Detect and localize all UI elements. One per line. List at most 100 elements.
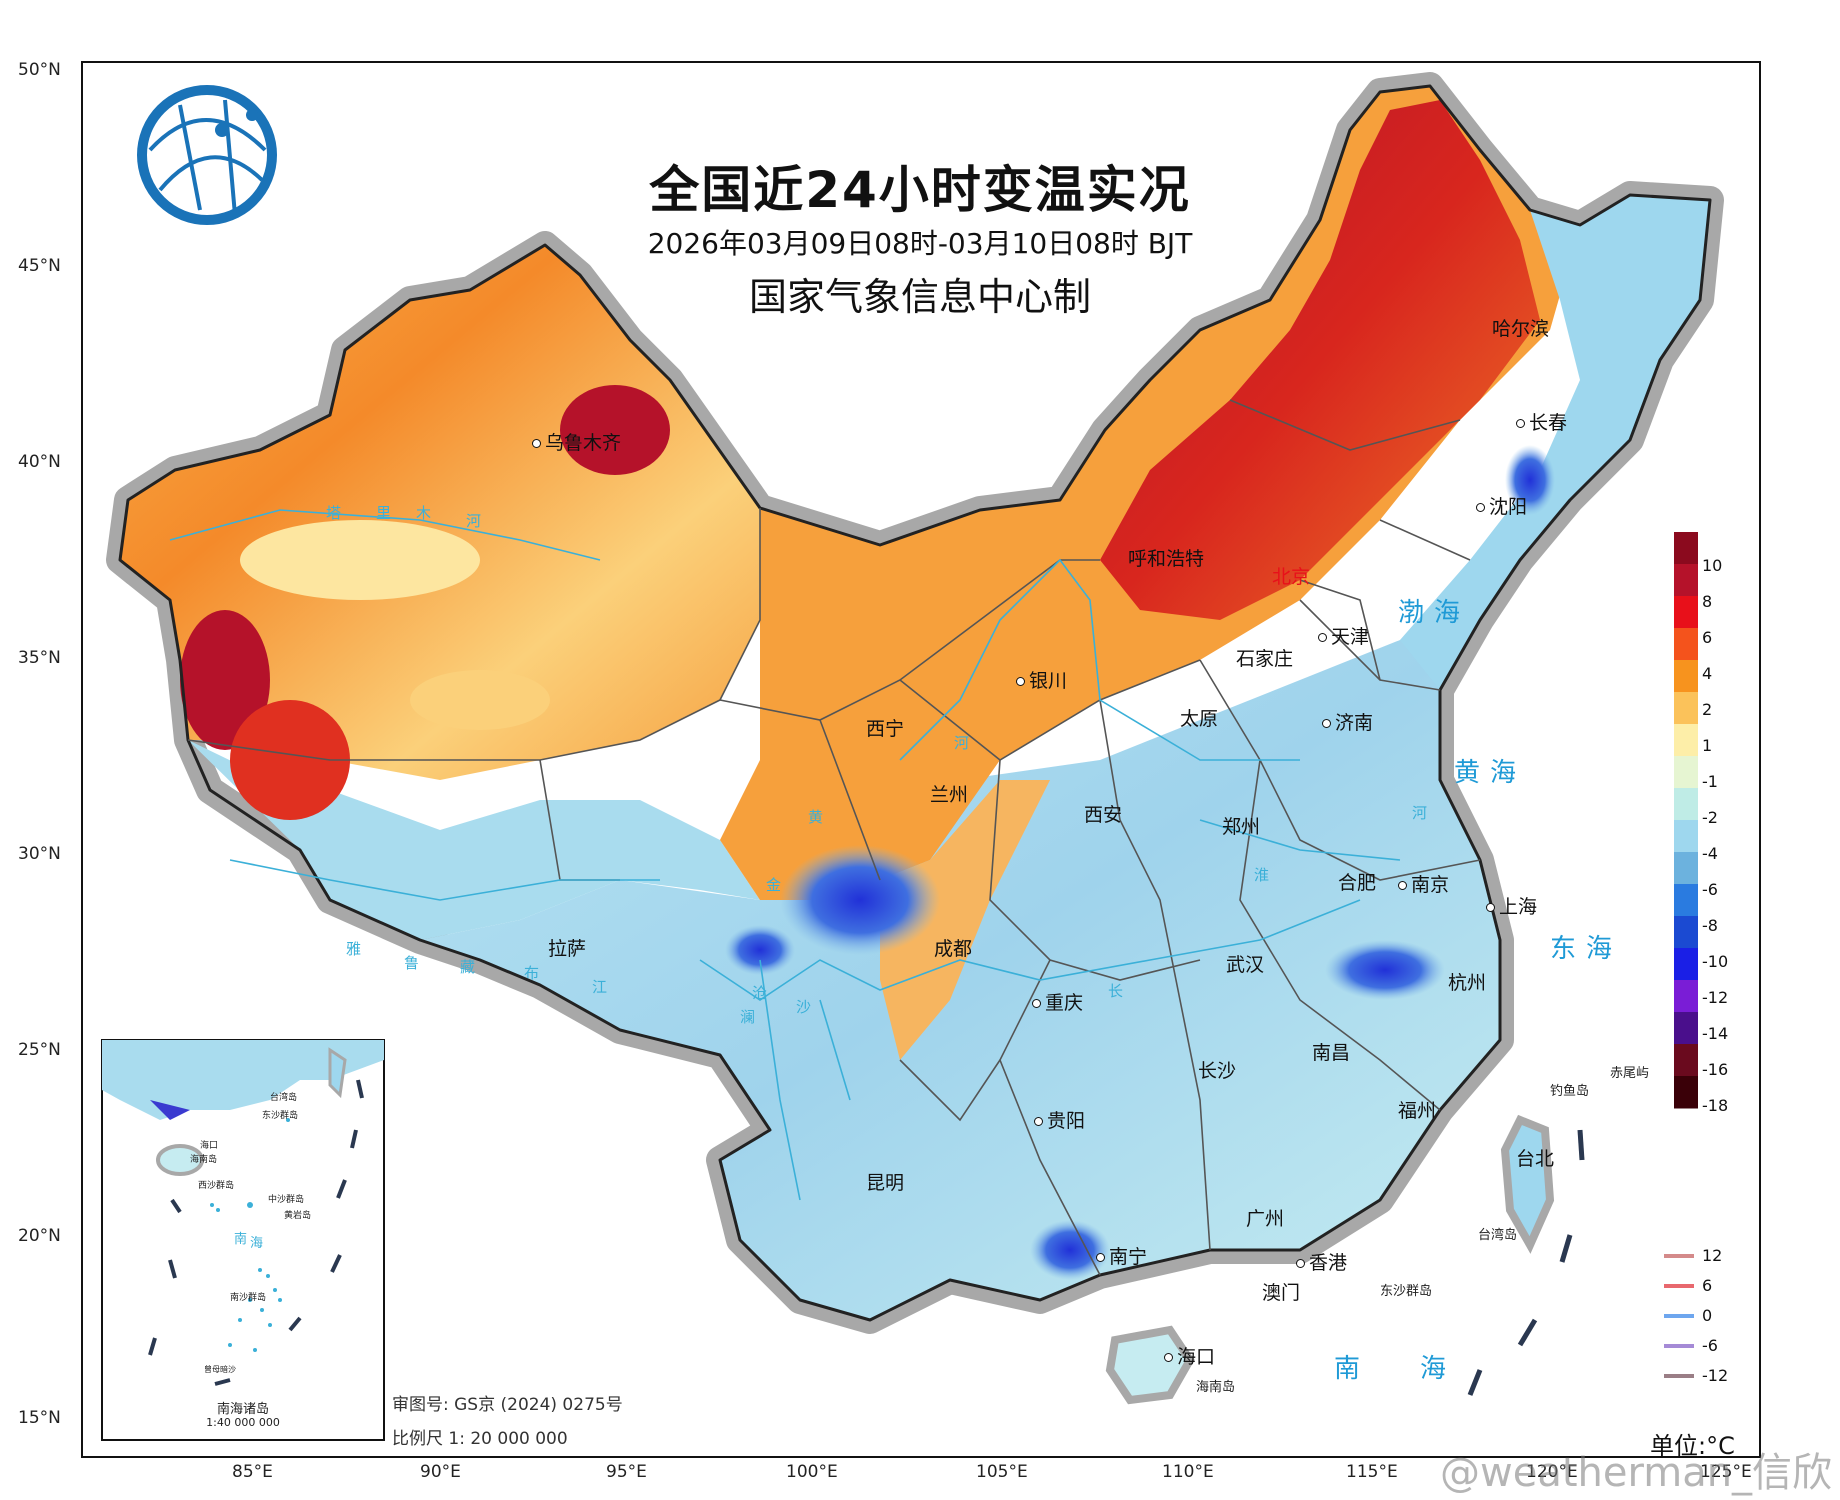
- city-label: 长春: [1516, 408, 1567, 435]
- legend-label: -8: [1702, 916, 1718, 935]
- lat-label: 25°N: [18, 1040, 61, 1060]
- river-label: 藏: [460, 958, 476, 976]
- hot-spot-urumqi: [560, 385, 670, 475]
- river-label: 河: [466, 512, 482, 530]
- contour-legend-label: 0: [1702, 1306, 1713, 1325]
- inset-label: 黄岩岛: [284, 1211, 312, 1221]
- lon-label: 110°E: [1162, 1462, 1214, 1482]
- inset-label: 南沙群岛: [230, 1293, 267, 1303]
- legend-swatch: [1674, 692, 1698, 725]
- legend-label: 8: [1702, 592, 1713, 611]
- cold-core-western-sichuan: [780, 845, 940, 955]
- city-label: 南京: [1398, 870, 1449, 897]
- inset-islands: [210, 1118, 290, 1352]
- city-label: 乌鲁木齐: [532, 428, 621, 455]
- lat-label: 40°N: [18, 452, 61, 472]
- river-label: 淮: [1254, 866, 1270, 884]
- rivers: [169, 509, 1401, 1201]
- legend-swatch: [1674, 788, 1698, 821]
- province-borders: [187, 399, 1481, 1276]
- island-label: 赤尾屿: [1610, 1066, 1650, 1081]
- unit-label: 单位:°C: [1650, 1432, 1735, 1460]
- city-label: 福州: [1398, 1100, 1437, 1122]
- island-label: 钓鱼岛: [1550, 1084, 1590, 1099]
- legend-swatch: [1674, 532, 1698, 565]
- sea-label: 东海: [1550, 934, 1623, 964]
- river-label: 河: [954, 734, 970, 752]
- river-label: 金: [766, 876, 782, 894]
- river-label: 木: [416, 504, 432, 522]
- inset-label: 海口: [200, 1141, 219, 1151]
- tarim-basin-mild: [240, 520, 480, 600]
- cold-core-liaodong: [1505, 445, 1555, 515]
- legend-label: -1: [1702, 772, 1718, 791]
- scale-text: 比例尺 1: 20 000 000: [392, 1429, 568, 1449]
- region-plateau-cool: [188, 740, 760, 940]
- legend-label: 1: [1702, 736, 1713, 755]
- legend-colorbar: [1674, 532, 1698, 1109]
- city-label: 哈尔滨: [1492, 318, 1550, 340]
- city-label: 郑州: [1222, 816, 1261, 838]
- legend-swatch: [1674, 820, 1698, 853]
- legend-swatch: [1674, 1044, 1698, 1077]
- city-label: 贵阳: [1034, 1106, 1085, 1133]
- legend-label: -2: [1702, 808, 1718, 827]
- river-label: 河: [1412, 804, 1428, 822]
- hainan-island: [1105, 1325, 1195, 1405]
- inset-sea-label: 海: [250, 1236, 264, 1251]
- sea-label: 南海: [1334, 1354, 1507, 1384]
- qaidam-mild: [410, 670, 550, 730]
- contour-legend-label: -6: [1702, 1336, 1718, 1355]
- legend-label: -6: [1702, 880, 1718, 899]
- inset-scale: 1:40 000 000: [206, 1416, 280, 1429]
- contour-legend-label: 6: [1702, 1276, 1713, 1295]
- legend-swatch: [1674, 628, 1698, 661]
- city-label: 香港: [1296, 1248, 1347, 1275]
- river-label: 江: [592, 978, 608, 996]
- inset-label: 曾母暗沙: [204, 1365, 236, 1374]
- lat-label: 35°N: [18, 648, 61, 668]
- cold-core-yunnan-north: [725, 925, 795, 975]
- legend-label: -18: [1702, 1096, 1729, 1115]
- cold-core-zhejiang: [1325, 940, 1445, 1000]
- city-label: 澳门: [1262, 1282, 1301, 1304]
- city-label: 西安: [1084, 804, 1123, 826]
- lon-label: 85°E: [232, 1462, 273, 1482]
- city-label: 西宁: [866, 718, 905, 740]
- legend-swatch: [1674, 884, 1698, 917]
- lon-label: 95°E: [606, 1462, 647, 1482]
- river-label: 沙: [796, 998, 812, 1016]
- cold-core-guangxi: [1030, 1220, 1110, 1280]
- island-label: 海南岛: [1196, 1380, 1236, 1395]
- city-label: 济南: [1322, 708, 1373, 735]
- lon-label: 125°E: [1700, 1462, 1752, 1482]
- hot-spot-west-tibet: [180, 610, 270, 750]
- hot-spot-tibet: [230, 700, 350, 820]
- city-label: 海口: [1164, 1342, 1215, 1369]
- river-label: 里: [376, 504, 392, 522]
- main-dash-line: [1467, 1129, 1585, 1396]
- legend-label: -4: [1702, 844, 1718, 863]
- city-label: 银川: [1016, 666, 1067, 693]
- contour-legend-label: -12: [1702, 1366, 1729, 1385]
- contour-legend: [1664, 1254, 1694, 1378]
- inset-label: 海南岛: [190, 1155, 218, 1165]
- city-label: 拉萨: [548, 938, 587, 960]
- lat-label: 15°N: [18, 1408, 61, 1428]
- river-label: 塔: [326, 504, 342, 522]
- city-label: 成都: [934, 938, 973, 960]
- legend-label: -12: [1702, 988, 1729, 1007]
- map-maker: 国家气象信息中心制: [748, 275, 1091, 319]
- lat-label: 30°N: [18, 844, 61, 864]
- sea-label: 黄海: [1454, 758, 1527, 788]
- city-label: 石家庄: [1236, 648, 1294, 670]
- legend-label: 4: [1702, 664, 1713, 683]
- island-label: 台湾岛: [1478, 1228, 1518, 1243]
- region-ne-coast: [1400, 195, 1710, 690]
- inset-label: 东沙群岛: [262, 1111, 299, 1121]
- legend-label: -10: [1702, 952, 1729, 971]
- city-label: 广州: [1246, 1208, 1285, 1230]
- legend-swatch: [1674, 756, 1698, 789]
- inset-label: 台湾岛: [270, 1093, 298, 1103]
- city-label: 沈阳: [1476, 492, 1527, 519]
